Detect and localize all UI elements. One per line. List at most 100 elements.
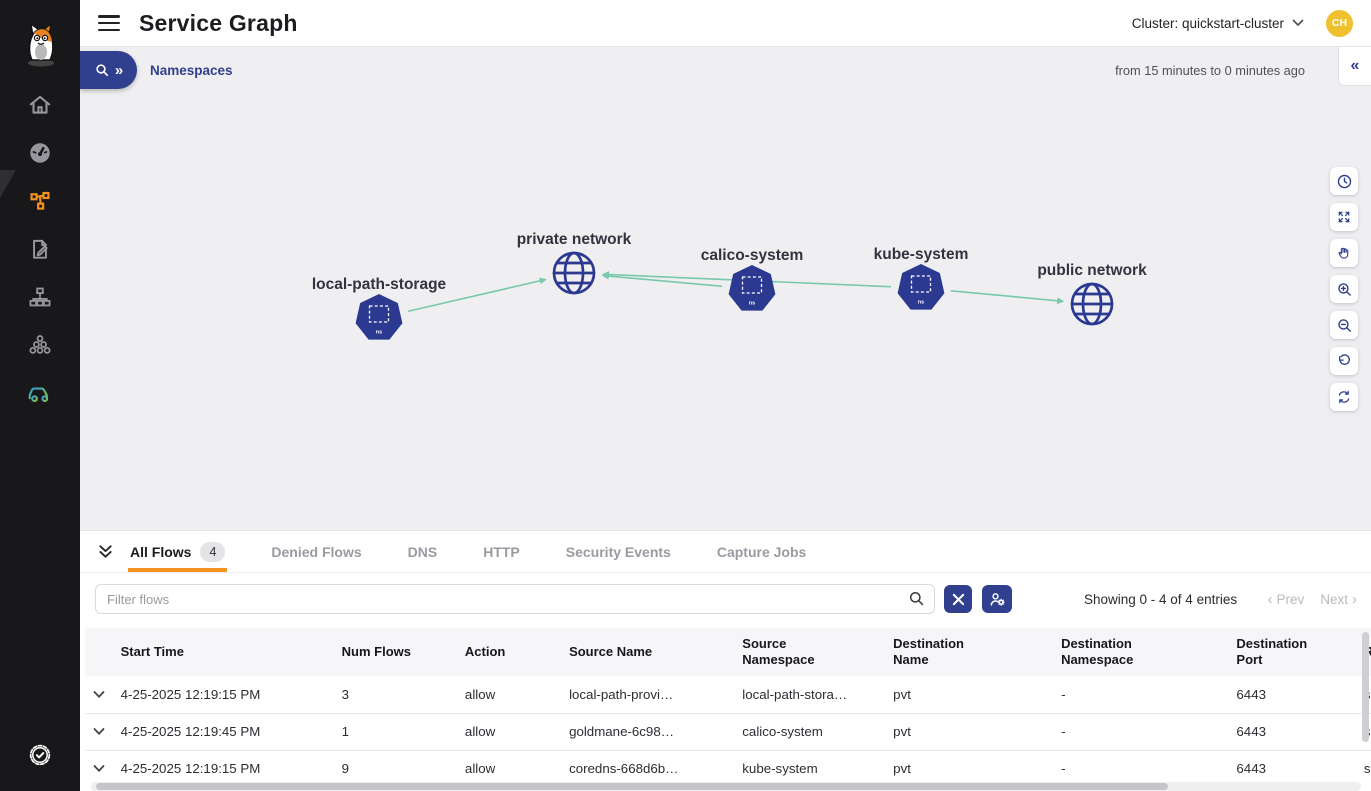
- sidebar-item-dashboard[interactable]: [26, 139, 54, 167]
- time-settings-button[interactable]: [1330, 167, 1358, 195]
- next-page-button[interactable]: Next ›: [1320, 590, 1357, 608]
- prev-page-button[interactable]: ‹ Prev: [1267, 590, 1305, 608]
- table-cell: 4-25-2025 12:19:15 PM: [120, 686, 261, 702]
- table-cell: -: [1061, 686, 1066, 702]
- flows-filter-row: Showing 0 - 4 of 4 entries ‹Prev Next›: [95, 584, 1361, 614]
- graph-node-label: kube-system: [874, 246, 969, 263]
- user-settings-button[interactable]: [982, 585, 1012, 613]
- tab-capture-jobs[interactable]: Capture Jobs: [715, 531, 808, 572]
- tab-security-events[interactable]: Security Events: [564, 531, 673, 572]
- graph-search-button[interactable]: »: [80, 51, 137, 89]
- horizontal-scrollbar-thumb[interactable]: [96, 783, 1168, 790]
- avatar[interactable]: CH: [1326, 9, 1353, 37]
- graph-node-label: public network: [1037, 262, 1147, 279]
- table-cell: 3: [341, 686, 350, 702]
- table-cell: local-path-stora…: [742, 686, 848, 702]
- dashed-square-icon: [741, 276, 763, 294]
- sidebar-nav: [0, 91, 80, 407]
- cluster-selector[interactable]: Cluster: quickstart-cluster: [1132, 16, 1304, 31]
- panel-collapse-button[interactable]: [94, 531, 116, 572]
- zoom-out-button[interactable]: [1330, 311, 1358, 339]
- undo-icon: [1339, 354, 1350, 365]
- calico-cat-logo: [20, 16, 62, 68]
- graph-node-private-network[interactable]: private network: [515, 229, 634, 295]
- sidebar-item-service-graph[interactable]: [26, 187, 54, 215]
- clusters-icon: [29, 335, 51, 354]
- tab-dns[interactable]: DNS: [406, 531, 440, 572]
- tab-count-badge: 4: [200, 541, 226, 562]
- graph-node-label: private network: [517, 231, 632, 248]
- graph-node-local-path-storage[interactable]: ns local-path-storage: [310, 274, 449, 340]
- menu-hamburger-button[interactable]: [98, 15, 120, 31]
- node-badge: ns: [376, 330, 382, 336]
- flows-panel: All Flows 4 Denied Flows DNS HTTP Security Ev…: [80, 530, 1371, 791]
- tab-http[interactable]: HTTP: [481, 531, 522, 572]
- table-cell: calico-system: [742, 724, 823, 739]
- graph-edge-kube-system-to-public-network: [950, 289, 1065, 305]
- pan-button[interactable]: [1330, 239, 1358, 267]
- tab-denied-flows[interactable]: Denied Flows: [269, 531, 363, 572]
- chevron-double-left-icon: «: [1350, 57, 1360, 74]
- sidebar-item-reports[interactable]: [26, 235, 54, 263]
- table-row[interactable]: 4-25-2025 12:19:15 PM 9 allow coredns-668d6…: [85, 750, 1371, 787]
- chevron-down-icon: [1292, 19, 1304, 27]
- cluster-label: Cluster: quickstart-cluster: [1131, 15, 1284, 31]
- reset-layout-button[interactable]: [1330, 347, 1358, 375]
- row-expand-chevron-icon[interactable]: [93, 690, 105, 699]
- tab-label: HTTP: [483, 543, 520, 560]
- graph-node-label: local-path-storage: [312, 276, 447, 293]
- table-row[interactable]: 4-25-2025 12:19:15 PM 3 allow local-path-pr…: [85, 676, 1371, 713]
- fit-screen-button[interactable]: [1330, 203, 1358, 231]
- certificate-check-icon: [29, 744, 51, 766]
- sidebar-item-compliance-car[interactable]: [26, 379, 54, 407]
- tab-label: DNS: [407, 543, 438, 560]
- flows-tabs-row: All Flows 4 Denied Flows DNS HTTP Security Ev…: [80, 531, 1371, 573]
- tab-label: Security Events: [565, 543, 671, 560]
- clear-filter-button[interactable]: [944, 585, 972, 613]
- sidebar-item-network[interactable]: [26, 283, 54, 311]
- column-header-destination-name: Destination Name: [893, 636, 964, 667]
- column-header-start-time: Start Time: [120, 644, 184, 660]
- table-row[interactable]: 4-25-2025 12:19:45 PM 1 allow goldmane-6c98…: [85, 713, 1371, 750]
- graph-node-kube-system[interactable]: ns kube-system: [872, 244, 970, 310]
- tab-label: All Flows: [130, 543, 192, 560]
- zoom-in-button[interactable]: [1330, 275, 1358, 303]
- filter-flows-input[interactable]: [95, 584, 935, 614]
- reports-icon: [33, 239, 48, 259]
- sidebar-item-home[interactable]: [26, 91, 54, 119]
- sidebar-item-clusters[interactable]: [26, 331, 54, 359]
- refresh-icon: [1338, 390, 1350, 404]
- right-panel-toggle[interactable]: «: [1338, 47, 1371, 86]
- row-expand-chevron-icon[interactable]: [93, 727, 105, 736]
- table-cell: -: [1061, 724, 1066, 739]
- refresh-button[interactable]: [1330, 383, 1358, 411]
- column-header-action: Action: [464, 644, 506, 660]
- dashed-square-icon: [910, 275, 932, 293]
- horizontal-scrollbar[interactable]: [91, 782, 1361, 791]
- service-graph-canvas[interactable]: ns local-path-storage private network ns cal…: [0, 93, 1371, 530]
- column-header-source-name: Source Name: [569, 644, 653, 660]
- graph-node-calico-system[interactable]: ns calico-system: [699, 245, 805, 311]
- user-gear-icon: [990, 592, 1005, 606]
- row-expand-chevron-icon[interactable]: [93, 764, 105, 773]
- dashed-square-icon: [368, 305, 390, 323]
- graph-node-public-network[interactable]: public network: [1035, 260, 1149, 326]
- tab-all-flows[interactable]: All Flows 4: [128, 531, 228, 572]
- chevron-left-icon: ‹: [1267, 590, 1273, 608]
- table-cell: local-path-provi…: [569, 686, 674, 702]
- vertical-scrollbar-thumb[interactable]: [1362, 632, 1369, 742]
- column-header-destination-namespace: Destination Namespace: [1061, 636, 1134, 667]
- breadcrumb[interactable]: Namespaces: [150, 62, 233, 78]
- flows-table: Start Time Num Flows Action Source Name Sour…: [85, 628, 1371, 787]
- zoom-in-icon: [1337, 282, 1351, 296]
- top-header: Service Graph Cluster: quickstart-cluste…: [80, 0, 1371, 47]
- table-cell: 4-25-2025 12:19:45 PM: [120, 724, 261, 739]
- search-icon: [96, 64, 108, 77]
- pan-hand-icon: [1338, 247, 1349, 259]
- search-icon: [909, 591, 924, 606]
- tab-label: Capture Jobs: [716, 543, 807, 560]
- flows-tabs: All Flows 4 Denied Flows DNS HTTP Security Ev…: [128, 531, 850, 572]
- graph-edge-calico-system-to-private-network: [601, 272, 723, 288]
- zoom-out-icon: [1337, 318, 1351, 332]
- sidebar-item-certificate[interactable]: [26, 741, 54, 769]
